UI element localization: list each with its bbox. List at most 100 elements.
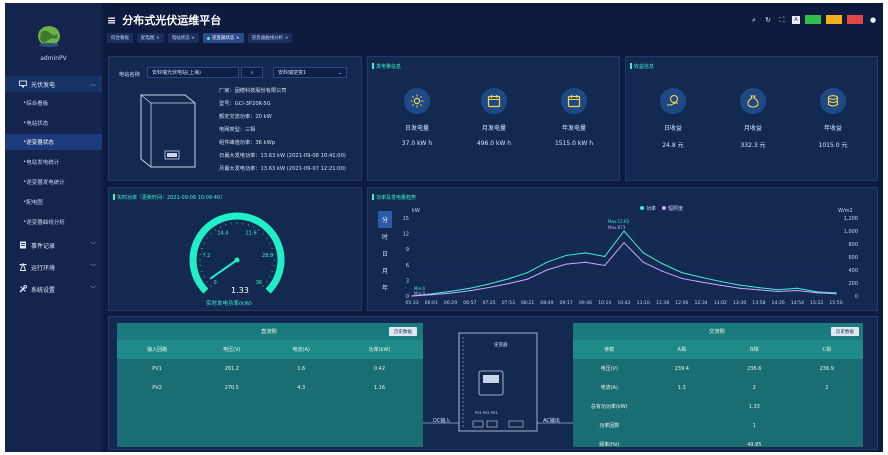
tab-inverter-status[interactable]: 逆变器状态 × xyxy=(202,33,244,43)
sidebar-item-label: 逆变器状态 xyxy=(26,140,54,146)
language-icon[interactable]: A xyxy=(792,15,800,24)
table-row: 电流(A) 1.3 2 2 xyxy=(573,378,863,397)
table-cell: 1.6 xyxy=(297,365,306,372)
sidebar: adminPV 光伏发电 ︿ • 综合看板 • 电站状态 • 逆变器状态 • 电… xyxy=(5,3,102,452)
ac-output-label: AC输出 xyxy=(543,418,560,424)
gauge-minor-tick xyxy=(206,237,209,240)
sidebar-item-inverter-status[interactable]: • 逆变器状态 xyxy=(5,134,102,150)
money-bag-icon xyxy=(740,88,766,114)
daily-income-stat: 日收益 24.8 元 xyxy=(633,88,713,149)
gauge-tick-label: 28.8 xyxy=(262,253,273,259)
table-cell: 236.9 xyxy=(819,365,834,372)
red-action-button[interactable] xyxy=(847,15,863,24)
table-row: 功率因数 1 xyxy=(573,416,863,435)
close-icon[interactable]: × xyxy=(284,35,289,41)
search-icon[interactable]: ⌕ xyxy=(752,15,756,24)
refresh-icon[interactable]: ↻ xyxy=(765,15,771,24)
panel-accent xyxy=(630,63,632,69)
yellow-action-button[interactable] xyxy=(826,15,842,24)
gauge-tick-label: 36 xyxy=(256,280,262,286)
sidebar-group-label: 运行环境 xyxy=(31,264,56,272)
data-point xyxy=(661,263,664,265)
tab-dashboard[interactable]: 综合看板 xyxy=(107,33,133,43)
green-action-button[interactable] xyxy=(805,15,821,24)
calendar-icon xyxy=(481,88,507,114)
dc-history-button[interactable]: 历史数据 xyxy=(389,327,417,336)
left-tick-label: 3 xyxy=(406,278,409,284)
gauge-minor-tick xyxy=(265,280,268,283)
table-cell: 2 xyxy=(752,384,756,391)
right-tick-label: 400 xyxy=(848,268,858,274)
range-tab-hour[interactable]: 时 xyxy=(381,234,388,241)
device-row: 电网类型：三相 xyxy=(219,127,256,133)
tab-distribution[interactable]: 配电图 × xyxy=(137,33,164,43)
table-cell: 1.16 xyxy=(373,384,386,391)
app-title: ≡ 分布式光伏运维平台 xyxy=(107,12,221,28)
legend-power: 功率 xyxy=(646,205,656,212)
tab-inverter-curve[interactable]: 逆变器曲线分析 × xyxy=(247,33,293,43)
range-tab-month[interactable]: 月 xyxy=(381,268,388,275)
sidebar-item-distribution[interactable]: • 配电图 xyxy=(23,199,43,206)
x-tick-label: 07:53 xyxy=(502,300,515,306)
ac-history-button[interactable]: 历史数据 xyxy=(831,327,859,336)
legend-marker-power xyxy=(640,206,644,210)
data-point xyxy=(469,287,471,289)
data-point xyxy=(739,284,741,286)
station-select[interactable]: 安科瑞光伏电站(上海) xyxy=(147,67,239,78)
data-point xyxy=(449,290,452,292)
x-tick-label: 14:54 xyxy=(791,300,804,306)
sidebar-group-environment[interactable]: 运行环境 ﹀ xyxy=(5,259,102,275)
ac-title: 交流侧 xyxy=(709,329,725,335)
device-row: 额定交流功率：20 kW xyxy=(219,114,272,120)
table-cell: 总有功功率(kW) xyxy=(590,404,628,410)
data-point xyxy=(411,295,413,297)
toolbar: ⌕ ↻ ⛶ A ● xyxy=(744,15,877,24)
station-select-value: 安科瑞光伏电站(上海) xyxy=(152,70,201,76)
fullscreen-icon[interactable]: ⛶ xyxy=(779,15,785,24)
data-point xyxy=(700,281,702,283)
gauge-minor-tick xyxy=(225,223,227,226)
table-cell: PV2 xyxy=(152,384,162,391)
table-cell: 频率(Hz) xyxy=(599,442,620,448)
data-point xyxy=(623,230,625,232)
x-tick-label: 08:49 xyxy=(540,300,553,306)
right-tick-label: 600 xyxy=(848,255,858,261)
x-tick-label: 15:50 xyxy=(829,300,842,306)
monthly-income-stat: 月收益 332.3 元 xyxy=(713,88,793,149)
sidebar-item-curve[interactable]: • 逆变器曲线分析 xyxy=(23,219,65,226)
range-tab-minute[interactable]: 分 xyxy=(378,211,392,228)
close-icon[interactable]: × xyxy=(191,35,195,41)
x-tick-label: 13:30 xyxy=(733,300,746,306)
table-cell: 电流(A) xyxy=(600,385,618,391)
data-point xyxy=(584,252,587,254)
gauge-value: 1.33 xyxy=(231,286,249,295)
stat-value: 332.3 元 xyxy=(740,142,766,149)
sidebar-item-station-stats[interactable]: • 电站发电统计 xyxy=(23,159,60,166)
column-header: A相 xyxy=(677,347,686,353)
sidebar-item-inverter-stats[interactable]: • 逆变器发电统计 xyxy=(23,179,65,186)
sidebar-group-pv[interactable]: 光伏发电 ︿ xyxy=(5,76,102,92)
close-icon[interactable]: × xyxy=(155,35,160,41)
range-tab-year[interactable]: 年 xyxy=(381,285,388,292)
close-icon[interactable]: × xyxy=(235,35,240,41)
data-point xyxy=(565,263,567,265)
sidebar-item-dashboard[interactable]: • 综合看板 xyxy=(23,100,49,107)
tab-station-status[interactable]: 电站状态 × xyxy=(167,33,199,43)
chart-annotation: Min:0 xyxy=(414,286,425,291)
data-point xyxy=(758,289,760,291)
sidebar-group-settings[interactable]: 系统设置 ﹀ xyxy=(5,281,102,297)
series-line-irradiance xyxy=(411,241,837,297)
range-tab-day[interactable]: 日 xyxy=(381,251,388,258)
gauge-fill xyxy=(189,212,285,294)
stat-label: 日收益 xyxy=(663,125,682,132)
user-icon[interactable]: ● xyxy=(869,15,877,24)
table-cell: 270.5 xyxy=(224,384,239,391)
search-button[interactable]: ⌕ xyxy=(241,67,263,78)
left-tick-label: 15 xyxy=(403,216,409,222)
hamburger-menu-icon[interactable]: ≡ xyxy=(107,13,117,27)
stat-value: 496.0 kW h xyxy=(476,140,512,147)
inverter-device-image xyxy=(140,94,196,168)
sidebar-item-station-status[interactable]: • 电站状态 xyxy=(23,120,49,127)
sidebar-group-events[interactable]: 事件记录 ﹀ xyxy=(5,237,102,253)
inverter-select[interactable]: 安科瑞逆变1 ⌄ xyxy=(273,67,347,78)
